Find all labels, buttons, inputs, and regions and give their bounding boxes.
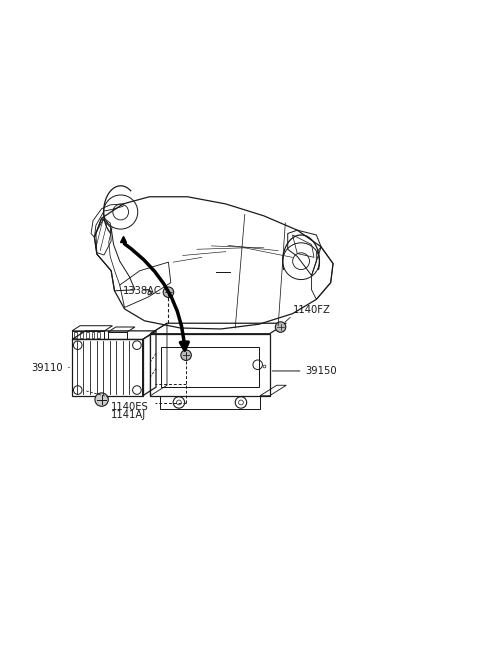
Text: 1141AJ: 1141AJ bbox=[111, 410, 146, 420]
Text: 1140ES: 1140ES bbox=[111, 402, 149, 412]
Circle shape bbox=[276, 322, 286, 333]
Circle shape bbox=[181, 350, 192, 360]
Text: 1140FZ: 1140FZ bbox=[292, 305, 330, 315]
Text: 39110: 39110 bbox=[32, 363, 69, 373]
Text: 39150: 39150 bbox=[272, 366, 337, 376]
Circle shape bbox=[163, 287, 174, 297]
Circle shape bbox=[95, 393, 108, 406]
Text: 1338AC: 1338AC bbox=[123, 286, 168, 296]
